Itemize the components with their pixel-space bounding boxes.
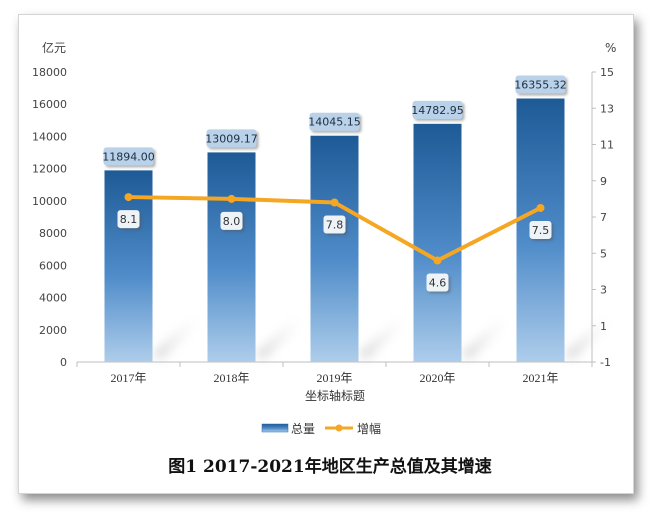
bar-label-box: [309, 112, 360, 131]
legend-line-label: 增幅: [357, 421, 381, 436]
growth-label-box: [117, 210, 140, 229]
bar-shadow: [358, 316, 411, 360]
bar-shadow: [152, 316, 205, 360]
bar-label-box: [103, 147, 154, 166]
right-tick-label: 13: [600, 102, 614, 115]
x-axis-title: 坐标轴标题: [305, 388, 365, 403]
left-tick-label: 14000: [32, 130, 67, 143]
right-tick-label: 3: [600, 284, 607, 297]
growth-marker: [227, 194, 236, 203]
bar-series: [104, 98, 565, 362]
right-tick-label: 9: [600, 175, 607, 188]
category-label: 2018年: [213, 371, 249, 385]
right-tick-label: 11: [600, 139, 614, 152]
bar-value-label: 14045.15: [308, 116, 361, 129]
category-label: 2020年: [419, 371, 455, 385]
left-tick-label: 12000: [32, 163, 67, 176]
growth-marker: [433, 256, 442, 265]
growth-marker: [124, 193, 133, 202]
right-tick-label: 1: [600, 320, 607, 333]
growth-marker: [330, 198, 339, 207]
figure-caption: 图1 2017-2021年地区生产总值及其增速: [168, 457, 492, 477]
bar-value-labels: 11894.00 13009.17 14045.15 14782.95 16355.32: [102, 75, 567, 166]
bar-label-box: [206, 129, 257, 148]
left-axis-ticks: 0 2000 4000 6000 8000 10000 12000 14000 16000 180…: [32, 66, 593, 369]
bar-shadow: [461, 316, 514, 360]
left-axis-unit: 亿元: [42, 40, 66, 55]
growth-label-box: [529, 220, 552, 239]
bar-value-label: 16355.32: [514, 78, 567, 91]
right-tick-label: -1: [600, 356, 611, 369]
growth-label-box: [323, 215, 346, 234]
growth-label-box: [220, 211, 243, 230]
left-tick-label: 8000: [39, 227, 67, 240]
growth-markers: [124, 193, 545, 265]
bar-label-box: [515, 75, 566, 94]
legend-line-marker: [335, 424, 343, 432]
left-tick-label: 6000: [39, 259, 67, 272]
left-tick-label: 2000: [39, 324, 67, 337]
legend-bar-swatch: [261, 423, 289, 433]
bar-shadow: [255, 316, 308, 360]
right-tick-label: 15: [600, 66, 614, 79]
growth-label-box: [426, 273, 449, 292]
left-tick-label: 18000: [32, 66, 67, 79]
category-label: 2019年: [316, 371, 352, 385]
left-tick-label: 10000: [32, 195, 67, 208]
right-tick-label: 5: [600, 247, 607, 260]
growth-value-label: 7.8: [326, 219, 344, 232]
bar: [310, 135, 359, 362]
bar: [104, 170, 153, 362]
growth-value-labels: 8.1 8.0 7.8 4.6 7.5: [117, 210, 552, 292]
category-label: 2021年: [522, 371, 558, 385]
left-tick-label: 4000: [39, 292, 67, 305]
growth-value-label: 8.0: [223, 215, 241, 228]
bar-value-label: 11894.00: [102, 150, 155, 163]
growth-value-label: 8.1: [120, 213, 138, 226]
legend-bar-label: 总量: [291, 422, 315, 436]
left-tick-label: 0: [60, 356, 67, 369]
legend: 总量 增幅: [261, 421, 381, 436]
category-labels: 2017年 2018年 2019年 2020年 2021年: [110, 371, 558, 385]
right-axis-unit: %: [605, 41, 616, 55]
bar: [413, 123, 462, 362]
bar-label-box: [412, 100, 463, 119]
bar: [207, 152, 256, 362]
bar-shadows: [152, 316, 617, 360]
growth-value-label: 7.5: [532, 224, 550, 237]
bar-value-label: 13009.17: [205, 132, 258, 145]
growth-marker: [536, 203, 545, 212]
bar-shadow: [564, 316, 617, 360]
left-tick-label: 16000: [32, 98, 67, 111]
growth-value-label: 4.6: [429, 277, 447, 290]
category-label: 2017年: [110, 371, 146, 385]
bar-value-label: 14782.95: [411, 104, 464, 117]
right-tick-label: 7: [600, 211, 607, 224]
